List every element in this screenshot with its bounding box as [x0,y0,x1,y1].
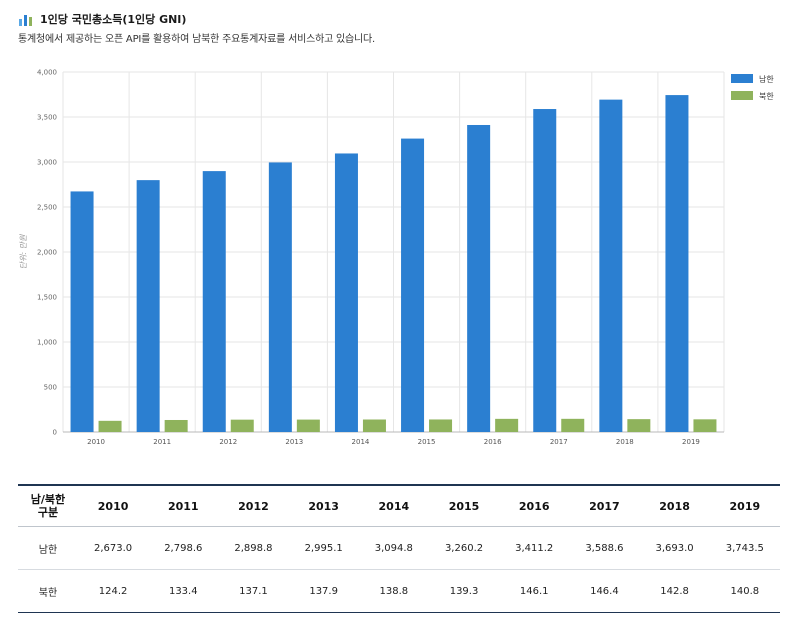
table-cell: 140.8 [709,569,780,613]
bar-south[interactable] [202,171,226,432]
y-tick-label: 500 [44,384,57,392]
bar-north[interactable] [164,419,188,432]
table-cell: 2,798.6 [148,526,219,570]
x-tick-label: 2019 [682,438,700,446]
table-year-header: 2016 [499,485,570,527]
table-row-label: 남한 [18,526,78,570]
data-table-wrap: 남/북한 구분 2010 2011 2012 2013 2014 2015 2016 2017… [18,484,780,613]
table-cell: 146.4 [569,569,640,613]
bar-north[interactable] [296,419,320,432]
bar-south[interactable] [334,153,358,432]
header: 1인당 국민총소득(1인당 GNI) 통계청에서 제공하는 오픈 API를 활용… [18,10,788,45]
table-year-header: 2010 [78,485,149,527]
bar-north[interactable] [429,419,453,432]
table-cell: 3,588.6 [569,526,640,570]
y-tick-label: 3,500 [37,114,57,122]
table-year-header: 2011 [148,485,219,527]
chart-area: 0 500 1,000 1,500 2,000 2,500 3,000 3,500 4,000 단… [18,60,790,452]
bar-chart: 0 500 1,000 1,500 2,000 2,500 3,000 3,500 4,000 단… [19,69,774,447]
table-cell: 3,411.2 [499,526,570,570]
bar-south[interactable] [599,99,623,432]
table-body: 남한 2,673.0 2,798.6 2,898.8 2,995.1 3,094.8 3,2… [18,526,780,613]
legend-label: 북한 [759,92,774,101]
y-tick-label: 4,000 [37,69,57,77]
table-row-label: 북한 [18,569,78,613]
table-cell: 2,898.8 [218,526,289,570]
y-tick-label: 0 [53,429,57,437]
legend-label: 남한 [759,75,774,84]
bar-north[interactable] [495,418,519,432]
title-row: 1인당 국민총소득(1인당 GNI) [18,10,788,28]
bar-south[interactable] [70,191,94,432]
table-cell: 3,743.5 [709,526,780,570]
bar-north[interactable] [230,419,254,432]
table-header-row: 남/북한 구분 2010 2011 2012 2013 2014 2015 2016 2017… [18,485,780,527]
bar-south[interactable] [401,138,425,432]
bar-south[interactable] [533,109,557,432]
table-cell: 137.1 [218,569,289,613]
bar-chart-icon [19,15,32,26]
table-year-header: 2015 [428,485,500,527]
y-tick-label: 2,000 [37,249,57,257]
table-cell: 124.2 [78,569,149,613]
corner-line-2: 구분 [37,506,59,519]
table-year-header: 2019 [709,485,780,527]
x-tick-label: 2014 [352,438,370,446]
table-cell: 138.8 [358,569,429,613]
bar-south[interactable] [268,162,292,432]
table-year-header: 2017 [569,485,640,527]
table-year-header: 2013 [288,485,359,527]
x-tick-label: 2010 [87,438,105,446]
x-tick-label: 2013 [285,438,303,446]
table-cell: 3,094.8 [358,526,429,570]
table-cell: 133.4 [148,569,219,613]
table-year-header: 2012 [218,485,289,527]
y-axis-label: 단위: 만원 [19,234,28,269]
bar-north[interactable] [561,418,585,432]
x-tick-label: 2018 [616,438,634,446]
x-tick-label: 2011 [153,438,171,446]
data-table: 남/북한 구분 2010 2011 2012 2013 2014 2015 2016 2017… [18,484,780,613]
page-subtitle: 통계청에서 제공하는 오픈 API를 활용하여 남북한 주요통계자료를 서비스하… [18,34,376,45]
bar-north[interactable] [627,419,651,432]
x-tick-label: 2017 [550,438,568,446]
table-cell: 137.9 [288,569,359,613]
bar-north[interactable] [98,420,122,432]
bar-north[interactable] [362,419,386,432]
table-cell: 142.8 [639,569,710,613]
y-tick-label: 3,000 [37,159,57,167]
y-tick-label: 2,500 [37,204,57,212]
table-year-header: 2018 [639,485,710,527]
table-corner-header: 남/북한 구분 [18,485,78,527]
bar-south[interactable] [467,124,491,432]
corner-line-1: 남/북한 [30,493,66,506]
x-tick-label: 2015 [418,438,436,446]
bar-north[interactable] [693,419,717,432]
legend-swatch [731,74,753,83]
y-tick-label: 1,000 [37,339,57,347]
x-tick-label: 2016 [484,438,502,446]
table-cell: 146.1 [499,569,570,613]
table-cell: 2,673.0 [78,526,149,570]
bar-south[interactable] [136,180,160,432]
table-cell: 3,693.0 [639,526,710,570]
legend-swatch [731,91,753,100]
table-cell: 139.3 [428,569,500,613]
table-row: 북한 124.2 133.4 137.1 137.9 138.8 139.3 146.1 146… [18,569,780,613]
bar-south[interactable] [665,95,689,433]
x-tick-label: 2012 [219,438,237,446]
table-cell: 2,995.1 [288,526,359,570]
y-tick-label: 1,500 [37,294,57,302]
table-cell: 3,260.2 [428,526,500,570]
table-year-header: 2014 [358,485,429,527]
table-row: 남한 2,673.0 2,798.6 2,898.8 2,995.1 3,094.8 3,2… [18,526,780,570]
page-title: 1인당 국민총소득(1인당 GNI) [40,13,187,26]
